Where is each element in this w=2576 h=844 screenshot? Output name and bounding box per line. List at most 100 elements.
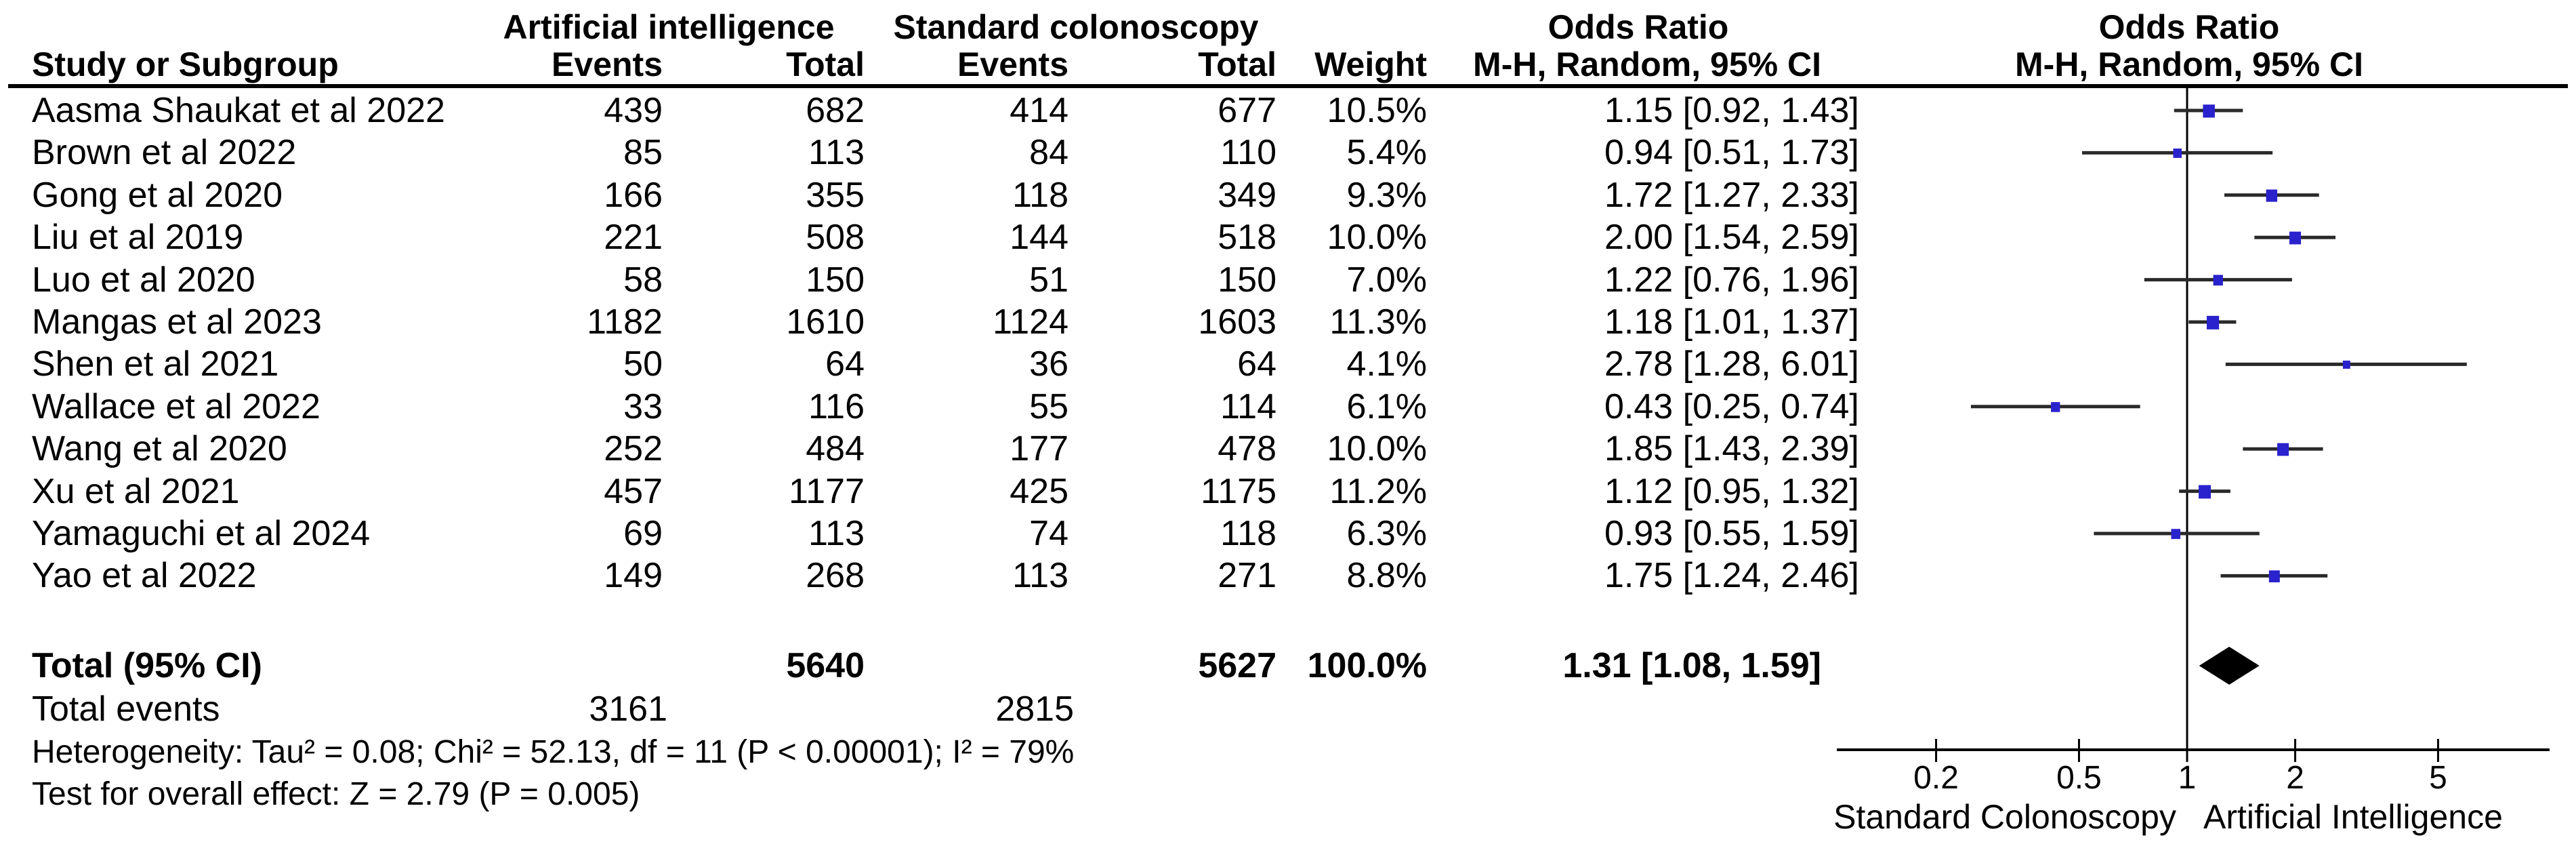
study-ai-total: 508 (806, 218, 865, 258)
study-ai-total: 64 (825, 344, 865, 384)
study-weight: 7.0% (1346, 260, 1427, 300)
study-ai-total: 150 (806, 260, 865, 300)
study-weight: 10.0% (1327, 218, 1427, 258)
study-weight: 11.2% (1329, 471, 1427, 511)
study-ai-total: 1610 (786, 302, 865, 342)
column-header-weight: Weight (1314, 45, 1427, 83)
study-std-total: 349 (1218, 175, 1276, 215)
study-or-ci-text: 1.75 [1.24, 2.46] (1604, 556, 1859, 596)
column-header-std-events: Events (957, 45, 1068, 83)
study-std-total: 64 (1237, 344, 1276, 384)
study-std-events: 113 (1012, 556, 1068, 596)
x-axis-tick-label: 1 (2178, 760, 2197, 796)
column-header-ai-events: Events (552, 45, 663, 83)
study-or-ci-text: 0.43 [0.25, 0.74] (1604, 386, 1859, 426)
study-name: Liu et al 2019 (32, 218, 244, 258)
study-std-total: 478 (1218, 429, 1276, 469)
study-or-ci-text: 2.00 [1.54, 2.59] (1604, 218, 1859, 258)
study-ai-total: 268 (806, 556, 865, 596)
study-std-total: 271 (1218, 556, 1276, 596)
study-ai-total: 355 (806, 175, 865, 215)
study-ai-total: 484 (806, 429, 865, 469)
study-name: Gong et al 2020 (32, 175, 283, 215)
study-or-ci-text: 1.15 [0.92, 1.43] (1604, 91, 1859, 130)
study-std-events: 425 (1010, 471, 1068, 511)
study-std-total: 110 (1220, 133, 1276, 173)
effect-square (2199, 485, 2211, 499)
study-ai-total: 116 (808, 386, 865, 426)
axis-label-standard-colonoscopy: Standard Colonoscopy (1833, 798, 2176, 836)
study-or-ci-text: 1.85 [1.43, 2.39] (1604, 429, 1859, 469)
study-ai-events: 457 (604, 471, 663, 511)
study-ai-events: 149 (604, 556, 663, 596)
study-name: Wang et al 2020 (32, 429, 287, 469)
study-or-ci-text: 1.22 [0.76, 1.96] (1604, 260, 1859, 300)
study-weight: 10.0% (1327, 429, 1427, 469)
x-axis-tick-label: 2 (2286, 760, 2304, 796)
study-std-events: 84 (1029, 133, 1068, 173)
plot-header-odds-ratio: Odds Ratio (2098, 8, 2280, 46)
study-name: Aasma Shaukat et al 2022 (32, 91, 445, 130)
study-ai-total: 113 (808, 133, 865, 173)
study-weight: 5.4% (1346, 133, 1427, 173)
effect-square (2277, 443, 2289, 456)
study-or-ci-text: 1.12 [0.95, 1.32] (1604, 471, 1859, 511)
study-std-total: 518 (1218, 218, 1276, 258)
x-axis-tick-label: 0.5 (2056, 760, 2102, 796)
study-ai-events: 85 (623, 133, 663, 173)
plot-header-mh-random-ci: M-H, Random, 95% CI (2015, 45, 2363, 83)
effect-square (2203, 104, 2215, 118)
x-axis-tick-label: 0.2 (1913, 760, 1959, 796)
study-weight: 6.1% (1346, 386, 1427, 426)
study-ai-events: 252 (604, 429, 663, 469)
column-header-std-total: Total (1198, 45, 1276, 83)
header-rule (8, 84, 2568, 88)
column-header-study: Study or Subgroup (32, 45, 339, 83)
study-or-ci-text: 1.18 [1.01, 1.37] (1604, 302, 1859, 342)
effect-square (2289, 231, 2302, 245)
total-std-total: 5627 (1198, 646, 1276, 685)
heterogeneity-statistics: Heterogeneity: Tau² = 0.08; Chi² = 52.13… (32, 734, 1075, 770)
study-name: Xu et al 2021 (32, 471, 240, 511)
study-name: Luo et al 2020 (32, 260, 255, 300)
study-ai-total: 113 (808, 514, 865, 553)
study-std-events: 118 (1012, 175, 1068, 215)
effect-square (2051, 402, 2060, 412)
study-name: Mangas et al 2023 (32, 302, 322, 342)
study-weight: 4.1% (1346, 344, 1427, 384)
study-weight: 11.3% (1329, 302, 1427, 342)
total-events-ai-value: 3161 (589, 689, 667, 729)
total-events-std-value: 2815 (995, 689, 1074, 729)
study-ai-events: 69 (623, 514, 663, 553)
study-std-events: 36 (1029, 344, 1068, 384)
study-std-events: 144 (1010, 218, 1068, 258)
study-ai-total: 1177 (789, 471, 865, 511)
axis-label-artificial-intelligence: Artificial Intelligence (2203, 798, 2503, 836)
total-or-ci-text: 1.31 [1.08, 1.59] (1562, 646, 1821, 685)
study-std-events: 51 (1029, 260, 1068, 300)
column-header-ai-total: Total (786, 45, 865, 83)
study-std-events: 74 (1029, 514, 1068, 553)
study-std-total: 118 (1220, 514, 1276, 553)
effect-square (2268, 570, 2280, 583)
study-std-total: 150 (1218, 260, 1276, 300)
column-header-mh-random-ci: M-H, Random, 95% CI (1473, 45, 1821, 83)
study-weight: 9.3% (1346, 175, 1427, 215)
study-weight: 10.5% (1327, 91, 1427, 130)
study-std-total: 114 (1220, 386, 1276, 426)
study-name: Wallace et al 2022 (32, 386, 320, 426)
effect-square (2207, 315, 2220, 329)
study-or-ci-text: 0.93 [0.55, 1.59] (1604, 514, 1859, 553)
study-or-ci-text: 2.78 [1.28, 6.01] (1604, 344, 1859, 384)
study-ai-events: 166 (604, 175, 663, 215)
study-std-events: 414 (1010, 91, 1068, 130)
total-events-label: Total events (32, 689, 220, 729)
total-row-label: Total (95% CI) (32, 646, 262, 685)
study-name: Yamaguchi et al 2024 (32, 514, 371, 553)
study-std-total: 1603 (1198, 302, 1276, 342)
study-std-events: 55 (1029, 386, 1068, 426)
column-group-standard-colonoscopy: Standard colonoscopy (893, 8, 1259, 46)
study-ai-events: 33 (623, 386, 663, 426)
